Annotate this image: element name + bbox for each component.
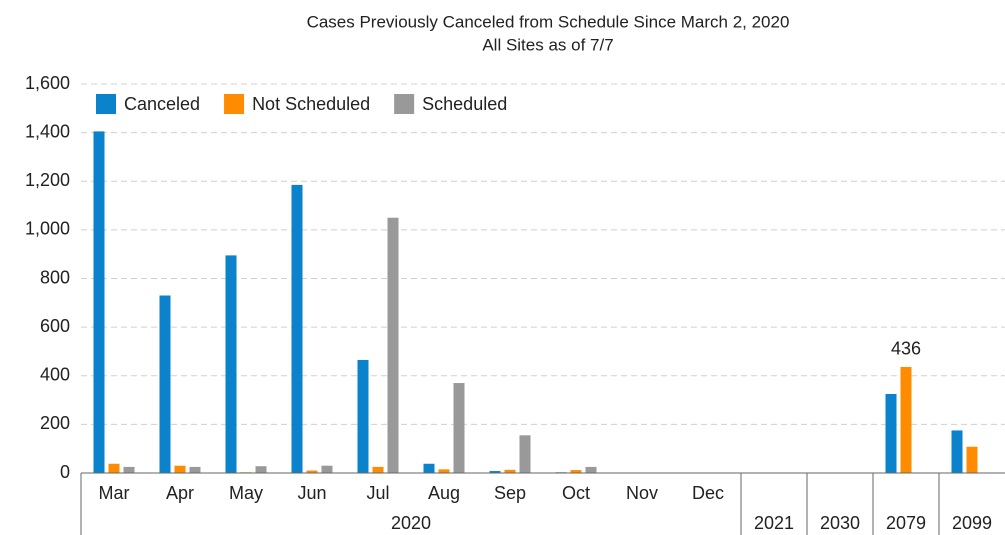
x-group-label: 2020 (391, 513, 431, 533)
y-tick-label: 1,400 (25, 121, 70, 141)
legend-label: Scheduled (422, 94, 507, 114)
bar (123, 466, 135, 473)
x-tick-label: Apr (166, 483, 194, 503)
bar (885, 393, 897, 473)
legend-label: Not Scheduled (252, 94, 370, 114)
bar (159, 295, 171, 473)
y-tick-label: 800 (40, 267, 70, 287)
bar (951, 430, 963, 473)
y-tick-label: 400 (40, 365, 70, 385)
y-tick-label: 1,200 (25, 170, 70, 190)
y-tick-label: 0 (60, 462, 70, 482)
chart-subtitle: All Sites as of 7/7 (482, 35, 613, 54)
x-tick-label: Mar (99, 483, 130, 503)
bar (438, 469, 450, 473)
legend-swatch (96, 94, 116, 114)
legend-label: Canceled (124, 94, 200, 114)
x-tick-label: Dec (692, 483, 724, 503)
legend-swatch (224, 94, 245, 114)
x-tick-label: Sep (494, 483, 526, 503)
bar (225, 255, 237, 473)
x-group-label: 2099 (952, 513, 992, 533)
y-tick-label: 600 (40, 316, 70, 336)
chart-title: Cases Previously Canceled from Schedule … (307, 12, 790, 31)
bar (108, 463, 120, 473)
bar (372, 466, 384, 473)
bar (453, 383, 465, 473)
bar (357, 359, 369, 473)
bar (966, 446, 978, 473)
x-tick-label: Jul (366, 483, 389, 503)
x-tick-label: Nov (626, 483, 658, 503)
data-label: 436 (891, 339, 921, 359)
bar (255, 466, 267, 473)
bar (291, 184, 303, 473)
bar (585, 466, 597, 473)
bar (174, 465, 186, 473)
x-group-label: 2030 (820, 513, 860, 533)
y-tick-label: 1,600 (25, 73, 70, 93)
bar (570, 470, 582, 473)
y-tick-label: 200 (40, 413, 70, 433)
legend-swatch (394, 94, 415, 114)
x-tick-label: Jun (297, 483, 326, 503)
bar (93, 131, 105, 474)
x-group-label: 2079 (886, 513, 926, 533)
y-tick-label: 1,000 (25, 219, 70, 239)
bar (321, 465, 333, 473)
x-tick-label: Oct (562, 483, 590, 503)
bar (423, 463, 435, 473)
bar (504, 469, 516, 473)
x-group-label: 2021 (754, 513, 794, 533)
bar (900, 366, 912, 473)
bar (489, 471, 501, 473)
x-tick-label: May (229, 483, 263, 503)
bar (306, 470, 318, 473)
x-tick-label: Aug (428, 483, 460, 503)
bar (519, 435, 531, 473)
bar (387, 217, 399, 473)
bar (189, 466, 201, 473)
